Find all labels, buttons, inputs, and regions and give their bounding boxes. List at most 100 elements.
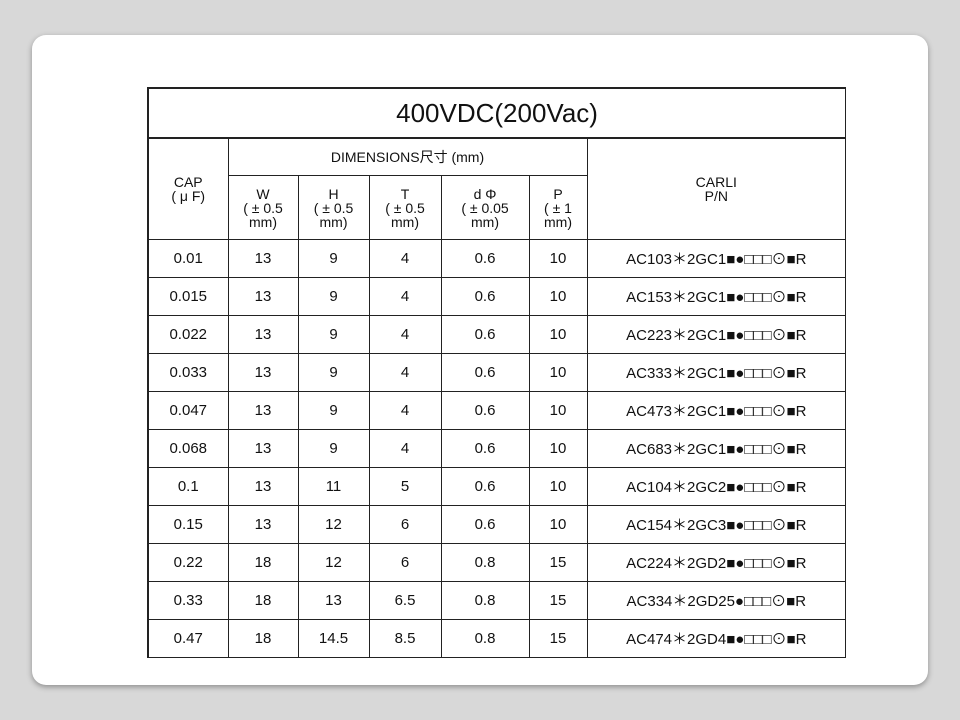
cell-empty bbox=[227, 657, 299, 658]
table-row: 0.1 13 11 5 0.6 10 AC104＊2GC2■●□□□⊙■R bbox=[147, 467, 846, 506]
cell-p: 10 bbox=[528, 277, 588, 316]
header-d: d Φ( ± 0.05 mm) bbox=[440, 175, 530, 240]
cell-p: 10 bbox=[528, 239, 588, 278]
header-pn: CARLI P/N bbox=[586, 137, 846, 240]
cell-t: 8.5 bbox=[368, 619, 442, 658]
cell-p: 10 bbox=[528, 505, 588, 544]
cell-w: 13 bbox=[227, 429, 299, 468]
cell-empty bbox=[586, 657, 846, 658]
cell-cap: 0.047 bbox=[147, 391, 229, 430]
cell-w: 13 bbox=[227, 467, 299, 506]
cell-p: 15 bbox=[528, 543, 588, 582]
capacitor-spec-table: 400VDC(200Vac) CAP( μ F) DIMENSIONS尺寸 (m… bbox=[146, 87, 846, 658]
table-viewport: 400VDC(200Vac) CAP( μ F) DIMENSIONS尺寸 (m… bbox=[146, 86, 846, 658]
table-row: 0.022 13 9 4 0.6 10 AC223＊2GC1■●□□□⊙■R bbox=[147, 315, 846, 354]
table-row: 0.047 13 9 4 0.6 10 AC473＊2GC1■●□□□⊙■R bbox=[147, 391, 846, 430]
cell-cap: 0.015 bbox=[147, 277, 229, 316]
cell-h: 12 bbox=[297, 543, 370, 582]
cell-h: 12 bbox=[297, 505, 370, 544]
table-row: 0.033 13 9 4 0.6 10 AC333＊2GC1■●□□□⊙■R bbox=[147, 353, 846, 392]
cell-d: 0.8 bbox=[440, 581, 530, 620]
cell-p: 15 bbox=[528, 619, 588, 658]
cell-p: 10 bbox=[528, 391, 588, 430]
table-row-partial bbox=[147, 657, 846, 658]
cell-t: 5 bbox=[368, 467, 442, 506]
cell-t: 4 bbox=[368, 353, 442, 392]
cell-h: 9 bbox=[297, 391, 370, 430]
cell-p: 10 bbox=[528, 429, 588, 468]
cell-w: 18 bbox=[227, 543, 299, 582]
cell-h: 13 bbox=[297, 581, 370, 620]
cell-cap: 0.1 bbox=[147, 467, 229, 506]
cell-pn: AC333＊2GC1■●□□□⊙■R bbox=[586, 353, 846, 392]
cell-d: 0.6 bbox=[440, 239, 530, 278]
cell-w: 13 bbox=[227, 505, 299, 544]
table-row: 0.33 18 13 6.5 0.8 15 AC334＊2GD25●□□□⊙■R bbox=[147, 581, 846, 620]
cell-t: 4 bbox=[368, 391, 442, 430]
cell-t: 4 bbox=[368, 315, 442, 354]
header-w: W( ± 0.5 mm) bbox=[227, 175, 299, 240]
cell-w: 18 bbox=[227, 581, 299, 620]
table-row: 0.068 13 9 4 0.6 10 AC683＊2GC1■●□□□⊙■R bbox=[147, 429, 846, 468]
cell-cap: 0.01 bbox=[147, 239, 229, 278]
cell-cap: 0.47 bbox=[147, 619, 229, 658]
cell-p: 10 bbox=[528, 467, 588, 506]
cell-cap: 0.033 bbox=[147, 353, 229, 392]
cell-pn: AC474＊2GD4■●□□□⊙■R bbox=[586, 619, 846, 658]
cell-h: 9 bbox=[297, 429, 370, 468]
cell-d: 0.6 bbox=[440, 429, 530, 468]
cell-w: 13 bbox=[227, 315, 299, 354]
cell-t: 4 bbox=[368, 277, 442, 316]
header-p: P( ± 1 mm) bbox=[528, 175, 588, 240]
header-cap: CAP( μ F) bbox=[147, 137, 229, 240]
table-row: 0.22 18 12 6 0.8 15 AC224＊2GD2■●□□□⊙■R bbox=[147, 543, 846, 582]
cell-t: 6.5 bbox=[368, 581, 442, 620]
slide-card: 400VDC(200Vac) CAP( μ F) DIMENSIONS尺寸 (m… bbox=[32, 35, 928, 685]
cell-pn: AC334＊2GD25●□□□⊙■R bbox=[586, 581, 846, 620]
cell-p: 15 bbox=[528, 581, 588, 620]
table-row: 0.15 13 12 6 0.6 10 AC154＊2GC3■●□□□⊙■R bbox=[147, 505, 846, 544]
cell-pn: AC154＊2GC3■●□□□⊙■R bbox=[586, 505, 846, 544]
cell-t: 4 bbox=[368, 429, 442, 468]
cell-h: 9 bbox=[297, 277, 370, 316]
cell-pn: AC683＊2GC1■●□□□⊙■R bbox=[586, 429, 846, 468]
cell-p: 10 bbox=[528, 353, 588, 392]
cell-h: 9 bbox=[297, 239, 370, 278]
cell-pn: AC104＊2GC2■●□□□⊙■R bbox=[586, 467, 846, 506]
table-row: 0.015 13 9 4 0.6 10 AC153＊2GC1■●□□□⊙■R bbox=[147, 277, 846, 316]
cell-pn: AC473＊2GC1■●□□□⊙■R bbox=[586, 391, 846, 430]
cell-t: 4 bbox=[368, 239, 442, 278]
cell-h: 9 bbox=[297, 353, 370, 392]
cell-p: 10 bbox=[528, 315, 588, 354]
cell-pn: AC223＊2GC1■●□□□⊙■R bbox=[586, 315, 846, 354]
cell-pn: AC103＊2GC1■●□□□⊙■R bbox=[586, 239, 846, 278]
cell-empty bbox=[297, 657, 370, 658]
cell-cap: 0.022 bbox=[147, 315, 229, 354]
cell-d: 0.8 bbox=[440, 543, 530, 582]
cell-empty bbox=[440, 657, 530, 658]
cell-d: 0.6 bbox=[440, 505, 530, 544]
cell-empty bbox=[528, 657, 588, 658]
cell-t: 6 bbox=[368, 505, 442, 544]
cell-pn: AC224＊2GD2■●□□□⊙■R bbox=[586, 543, 846, 582]
cell-d: 0.6 bbox=[440, 467, 530, 506]
cell-empty bbox=[147, 657, 229, 658]
cell-cap: 0.22 bbox=[147, 543, 229, 582]
cell-d: 0.6 bbox=[440, 391, 530, 430]
table-row: 0.47 18 14.5 8.5 0.8 15 AC474＊2GD4■●□□□⊙■R bbox=[147, 619, 846, 658]
table-row: 0.01 13 9 4 0.6 10 AC103＊2GC1■●□□□⊙■R bbox=[147, 239, 846, 278]
header-dimensions: DIMENSIONS尺寸 (mm) bbox=[227, 137, 588, 176]
cell-empty bbox=[368, 657, 442, 658]
cell-w: 18 bbox=[227, 619, 299, 658]
cell-pn: AC153＊2GC1■●□□□⊙■R bbox=[586, 277, 846, 316]
cell-d: 0.6 bbox=[440, 277, 530, 316]
cell-h: 11 bbox=[297, 467, 370, 506]
cell-d: 0.6 bbox=[440, 353, 530, 392]
cell-w: 13 bbox=[227, 277, 299, 316]
cell-h: 14.5 bbox=[297, 619, 370, 658]
cell-cap: 0.068 bbox=[147, 429, 229, 468]
table-title: 400VDC(200Vac) bbox=[146, 87, 846, 139]
cell-w: 13 bbox=[227, 353, 299, 392]
cell-w: 13 bbox=[227, 239, 299, 278]
cell-d: 0.6 bbox=[440, 315, 530, 354]
